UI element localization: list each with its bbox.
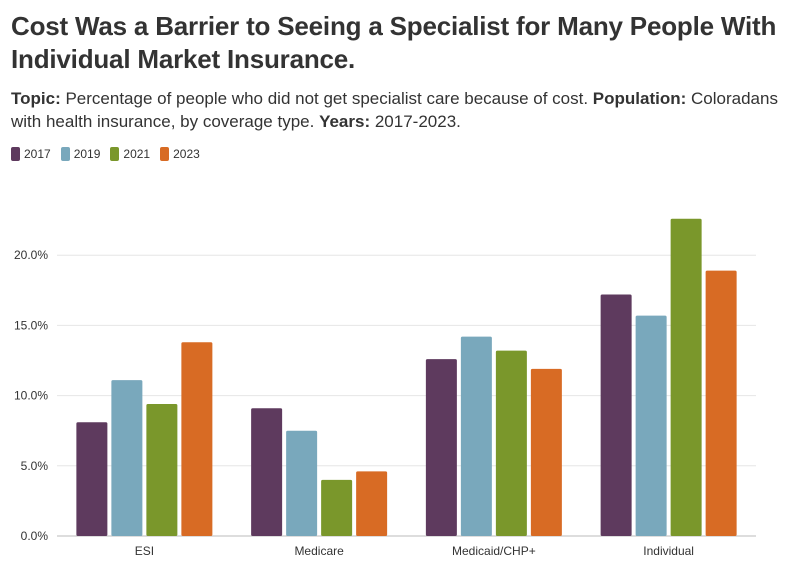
x-tick-label: Medicare (294, 544, 344, 558)
bar-esi-2021[interactable] (146, 404, 178, 536)
x-tick-label: Individual (643, 544, 694, 558)
chart-legend: 2017 2019 2021 2023 (11, 147, 200, 161)
bar-medicare-2017[interactable] (251, 408, 283, 536)
legend-label: 2021 (123, 147, 151, 161)
bar-esi-2019[interactable] (111, 380, 143, 536)
bar-medicare-2021[interactable] (321, 479, 353, 536)
bar-medicaid-chp--2021[interactable] (495, 350, 527, 536)
bar-medicare-2019[interactable] (286, 430, 318, 536)
legend-item-2023: 2023 (160, 147, 200, 161)
x-tick-label: ESI (135, 544, 154, 558)
x-axis: ESI Medicare Medicaid/CHP+ Individual (135, 544, 694, 558)
x-tick-label: Medicaid/CHP+ (452, 544, 536, 558)
population-label: Population: (592, 89, 687, 108)
y-tick-label: 15.0% (14, 318, 48, 332)
years-label: Years: (319, 112, 371, 131)
bar-individual-2019[interactable] (635, 315, 667, 536)
topic-label: Topic: (11, 89, 61, 108)
legend-item-2021: 2021 (110, 147, 150, 161)
bar-medicare-2023[interactable] (356, 471, 388, 536)
y-axis: 0.0% 5.0% 10.0% 15.0% 20.0% (14, 248, 48, 543)
legend-item-2017: 2017 (11, 147, 51, 161)
chart-title: Cost Was a Barrier to Seeing a Specialis… (11, 11, 777, 74)
legend-swatch (60, 147, 70, 161)
legend-label: 2019 (73, 147, 101, 161)
years-text: 2017-2023. (370, 112, 461, 131)
population-text: Coloradans with health insurance, by cov… (11, 89, 778, 131)
bar-medicaid-chp--2023[interactable] (530, 368, 562, 536)
y-tick-label: 10.0% (14, 389, 48, 403)
bar-medicaid-chp--2017[interactable] (425, 359, 457, 536)
bar-esi-2017[interactable] (76, 422, 108, 536)
y-tick-label: 5.0% (21, 459, 49, 473)
legend-label: 2023 (173, 147, 200, 161)
legend-swatch (160, 147, 170, 161)
bar-individual-2023[interactable] (705, 270, 737, 536)
bar-individual-2021[interactable] (670, 218, 702, 537)
bars (76, 218, 737, 537)
y-tick-label: 0.0% (21, 529, 49, 543)
y-tick-label: 20.0% (14, 248, 48, 262)
bar-individual-2017[interactable] (600, 294, 632, 536)
legend-label: 2017 (24, 147, 51, 161)
chart-subtitle: Topic: Percentage of people who did not … (11, 87, 781, 133)
bar-medicaid-chp--2019[interactable] (460, 336, 492, 536)
topic-text: Percentage of people who did not get spe… (60, 89, 593, 108)
legend-item-2019: 2019 (60, 147, 101, 161)
legend-swatch (110, 147, 120, 161)
legend-swatch (11, 147, 20, 161)
bar-esi-2023[interactable] (181, 342, 213, 536)
